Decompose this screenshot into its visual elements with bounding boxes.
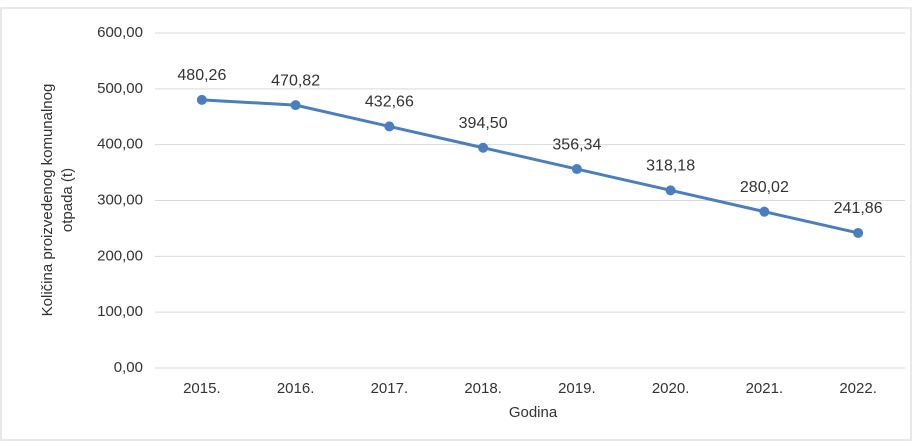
- data-point: [196, 94, 207, 105]
- data-label: 432,66: [365, 94, 414, 111]
- y-tick-label: 300,00: [97, 191, 143, 208]
- data-point: [665, 185, 676, 196]
- data-point: [853, 227, 864, 238]
- data-label: 318,18: [646, 158, 695, 175]
- data-point: [478, 142, 489, 153]
- y-tick-label: 0,00: [114, 359, 143, 376]
- x-tick-label: 2020.: [652, 380, 690, 397]
- data-point: [384, 121, 395, 132]
- data-label: 394,50: [459, 115, 508, 132]
- x-axis-label: Godina: [509, 404, 558, 421]
- data-label: 280,02: [740, 179, 789, 196]
- x-tick-label: 2019.: [558, 380, 596, 397]
- y-axis-label-line: Količina proizvedenog komunalnog: [39, 84, 56, 317]
- x-tick-label: 2017.: [371, 380, 409, 397]
- y-tick-label: 600,00: [97, 24, 143, 41]
- data-label: 356,34: [552, 136, 601, 153]
- data-point: [759, 206, 770, 217]
- y-tick-label: 100,00: [97, 303, 143, 320]
- y-axis-label-line: otpada (t): [59, 168, 76, 232]
- data-line: [201, 98, 859, 235]
- x-tick-label: 2021.: [746, 380, 784, 397]
- x-tick-label: 2015.: [183, 380, 221, 397]
- y-axis-label: Količina proizvedenog komunalnog otpada …: [39, 84, 76, 317]
- data-point: [290, 100, 301, 111]
- y-tick-label: 200,00: [97, 247, 143, 264]
- x-tick-label: 2018.: [464, 380, 502, 397]
- y-tick-label: 500,00: [97, 80, 143, 97]
- data-label: 241,86: [834, 200, 883, 217]
- x-tick-label: 2016.: [277, 380, 315, 397]
- data-label: 480,26: [177, 67, 226, 84]
- y-tick-label: 400,00: [97, 136, 143, 153]
- data-label: 470,82: [271, 72, 320, 89]
- x-tick-label: 2022.: [839, 380, 877, 397]
- data-point: [571, 164, 582, 175]
